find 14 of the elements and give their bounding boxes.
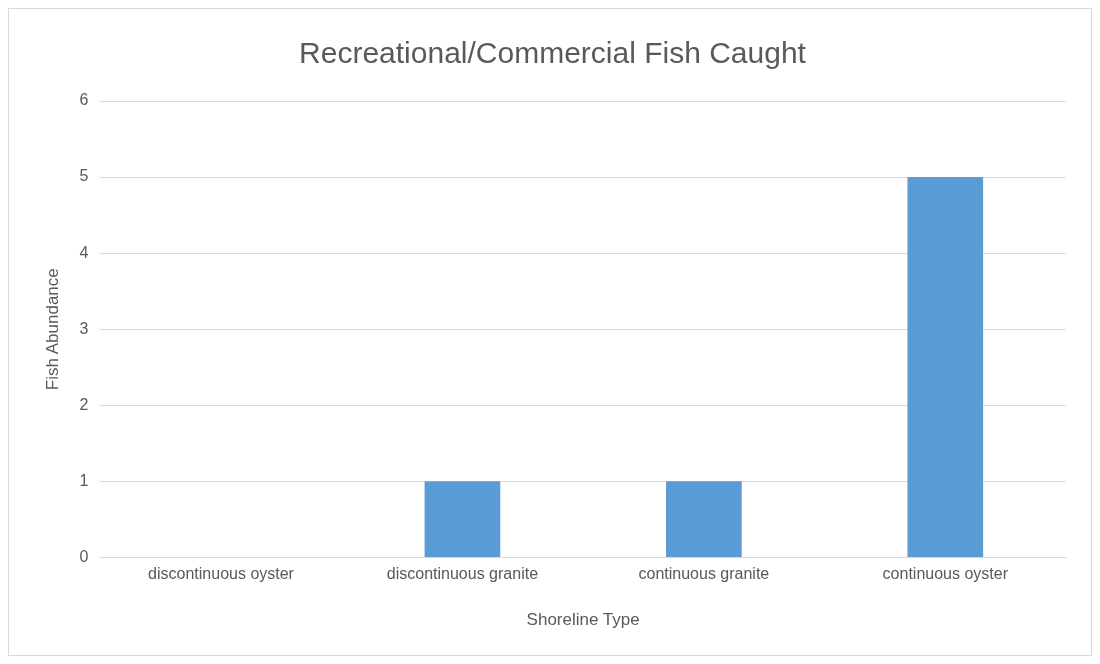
x-axis-title: Shoreline Type: [526, 610, 640, 630]
y-tick-label: 5: [79, 167, 89, 185]
y-tick-label: 6: [79, 91, 89, 109]
y-tick-label: 3: [79, 319, 89, 337]
x-tick-label: discontinuous granite: [386, 565, 539, 583]
y-tick-label: 4: [79, 243, 89, 261]
x-tick-label: discontinuous oyster: [148, 565, 295, 583]
y-tick-label: 1: [79, 471, 89, 489]
y-axis-title: Fish Abundance: [42, 268, 62, 391]
y-tick-label: 0: [79, 547, 89, 565]
chart-title: Recreational/Commercial Fish Caught: [299, 36, 807, 70]
x-tick-label: continuous granite: [638, 565, 770, 583]
y-tick-label: 2: [79, 395, 89, 413]
x-tick-label: continuous oyster: [882, 565, 1009, 583]
